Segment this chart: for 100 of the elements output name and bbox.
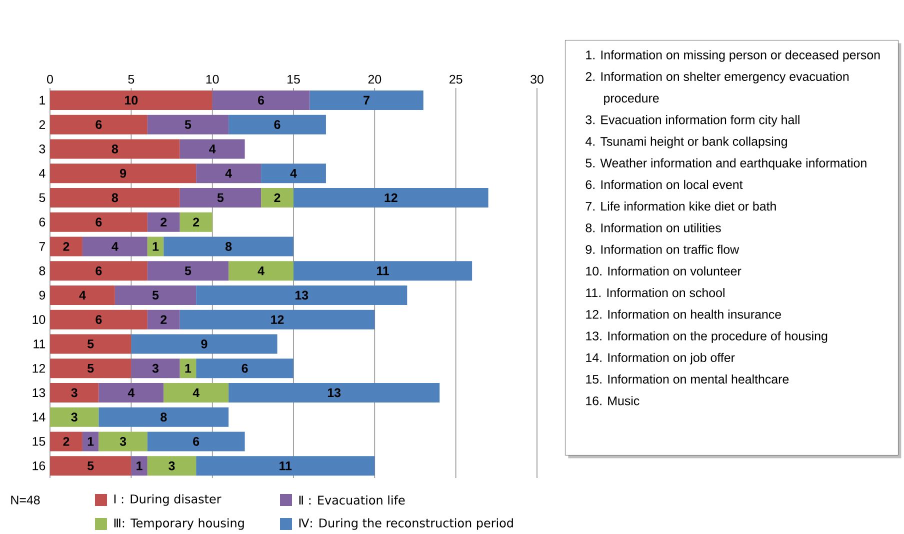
data-label: 12 [271,315,284,324]
text: 14. Information on job offer [586,352,735,364]
bar [50,188,180,208]
y-tick-label: 8 [39,266,46,276]
bar [131,334,278,354]
y-tick-label: 13 [32,388,46,398]
data-label: 5 [184,120,192,129]
data-label: 2 [160,315,167,324]
data-label: 1 [152,242,159,251]
x-tick-label: 20 [368,74,382,84]
data-label: 5 [184,266,192,276]
bar [50,285,115,305]
bar [147,310,180,330]
y-tick-label: 10 [32,315,46,324]
bar [131,358,180,378]
bar [294,188,488,208]
data-label: 13 [295,290,308,300]
bar [228,382,440,402]
y-tick-label: 12 [32,364,46,373]
data-label: 9 [120,168,126,178]
bar [261,164,326,184]
data-label: 1 [136,462,142,470]
bar [294,261,472,281]
data-label: 1 [185,364,192,373]
data-label: 5 [88,461,94,470]
legend-label: Ⅰ : During disaster [114,494,222,506]
bar [50,212,148,232]
bar [147,261,229,281]
bar [228,261,294,281]
x-tick-label: 25 [450,74,462,84]
data-label: 3 [71,388,78,398]
data-label: 2 [63,242,70,251]
bar [196,456,375,476]
y-tick-label: 11 [34,340,46,348]
y-tick-label: 1 [40,96,46,104]
bar [50,164,196,184]
bar [50,114,148,134]
bar [180,212,212,232]
bar [212,90,310,110]
data-label: 8 [225,242,232,251]
text: 13. Information on the procedure of housing [586,331,828,343]
data-label: 9 [201,340,208,348]
bar [164,382,229,402]
data-label: 7 [364,96,370,104]
bar [261,188,294,208]
bar [50,407,99,427]
bar [147,432,245,452]
data-label: 4 [192,388,200,397]
data-label: 4 [258,266,264,276]
text: N=48 [11,496,40,504]
y-tick-label: 4 [39,169,46,178]
bar [98,432,148,452]
bar [196,164,262,184]
bar [147,212,180,232]
text: 6. Information on local event [586,180,743,190]
data-label: 6 [258,96,264,105]
bar [50,90,212,110]
text: 16. Music [586,396,640,406]
data-label: 6 [96,218,102,226]
data-label: 5 [88,364,94,373]
data-label: 3 [152,364,159,373]
bar [310,90,424,110]
bar [228,114,326,134]
data-label: 8 [160,412,167,422]
data-label: 4 [79,290,86,300]
text: 15. Information on mental healthcare [586,374,789,384]
data-label: 4 [209,144,216,154]
bar [82,236,148,256]
data-label: 4 [290,169,297,178]
x-tick-label: 30 [530,74,544,84]
data-label: 11 [376,266,390,276]
text: 5. Weather information and earthquake information [586,158,866,170]
x-tick-label: 15 [288,74,300,84]
data-label: 2 [274,193,280,202]
data-label: 3 [71,412,78,422]
data-label: 5 [152,290,159,300]
bar [180,310,375,330]
bar [164,236,294,256]
text: 10. Information on volunteer [586,266,742,276]
data-label: 6 [193,437,200,446]
legend-label: Ⅲ: Temporary housing [114,518,244,530]
bar [50,236,82,256]
legend-label: Ⅱ : Evacuation life [299,495,405,505]
data-label: 4 [112,242,118,251]
data-label: 6 [96,120,102,129]
data-label: 2 [193,218,200,226]
y-tick-label: 5 [39,193,46,202]
bar [50,139,180,159]
bar [147,114,229,134]
bar [98,382,164,402]
data-label: 2 [63,437,70,446]
data-label: 4 [225,169,232,178]
text: 12. Information on health insurance [586,310,781,319]
data-label: 11 [280,462,292,470]
x-tick-label: 5 [128,74,134,84]
y-tick-label: 6 [39,218,46,226]
text: 11. Information on school [586,288,724,298]
bar [50,261,148,281]
bar [50,456,132,476]
x-tick-label: 10 [206,74,219,84]
